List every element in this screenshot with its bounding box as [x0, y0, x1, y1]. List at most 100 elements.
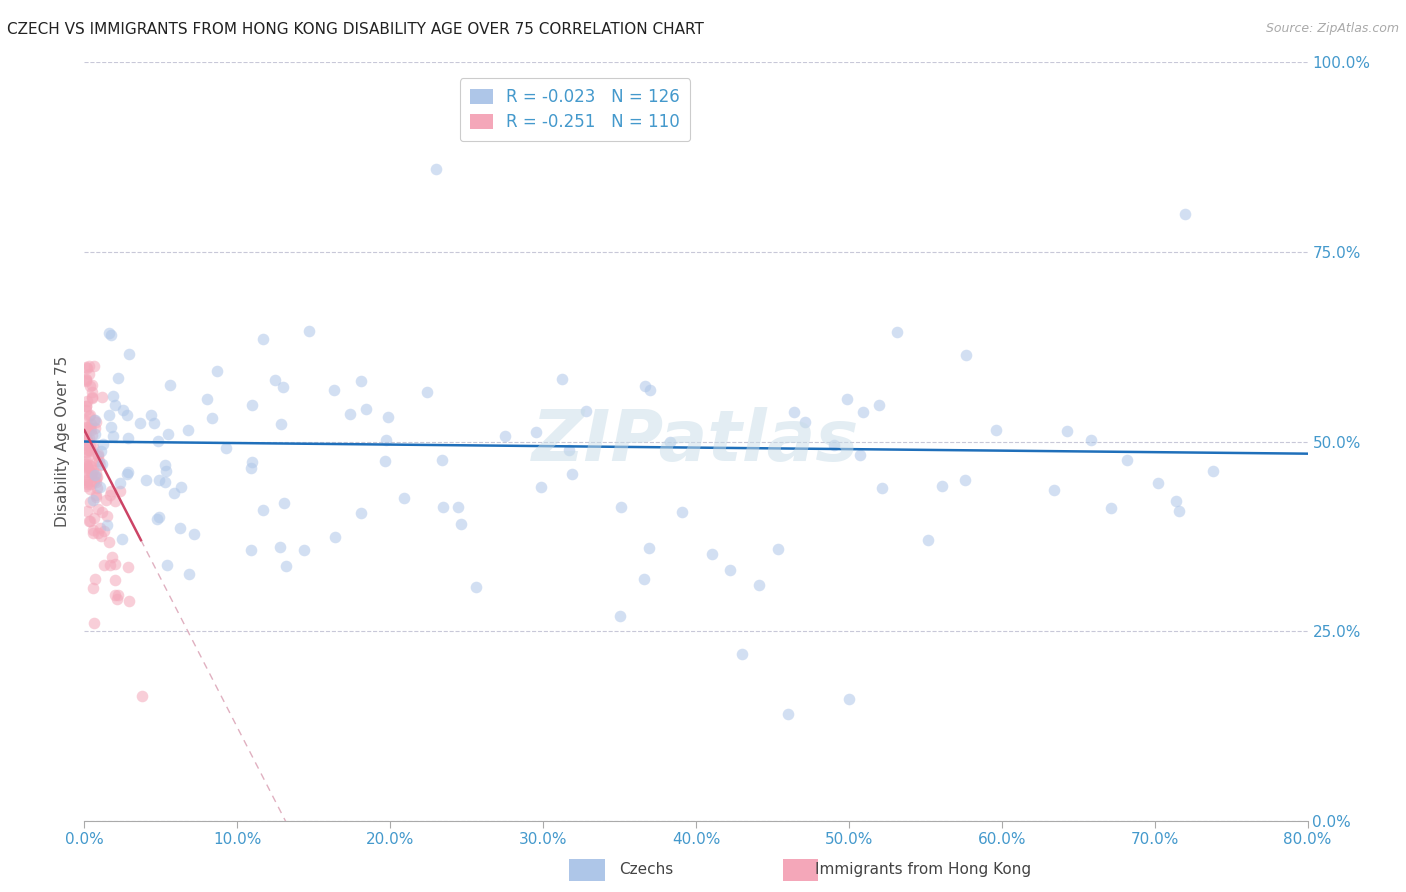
- Point: [80, 378, 103, 392]
- Point: [115, 467, 138, 481]
- Point: [633, 572, 655, 586]
- Point: [75, 475, 97, 489]
- Point: [1147, 476, 1170, 491]
- Point: [77, 449, 100, 463]
- Text: Source: ZipAtlas.com: Source: ZipAtlas.com: [1265, 22, 1399, 36]
- Point: [77, 420, 100, 434]
- Point: [77, 367, 100, 381]
- Point: [1115, 452, 1137, 467]
- Point: [1043, 483, 1066, 497]
- Point: [671, 505, 693, 519]
- Point: [84, 466, 107, 480]
- Point: [183, 527, 205, 541]
- Point: [339, 408, 361, 422]
- Point: [100, 419, 122, 434]
- Point: [373, 454, 395, 468]
- Point: [77, 458, 100, 472]
- Point: [104, 574, 127, 588]
- Point: [75, 399, 97, 413]
- Point: [83, 468, 105, 483]
- Point: [252, 502, 274, 516]
- Point: [75, 462, 97, 476]
- Point: [141, 408, 163, 422]
- Point: [80, 423, 103, 437]
- Point: [82, 392, 104, 406]
- Point: [700, 547, 723, 561]
- Point: [432, 453, 454, 467]
- Point: [80, 427, 103, 442]
- Point: [494, 429, 516, 443]
- Point: [104, 557, 127, 571]
- Point: [82, 493, 104, 508]
- Point: [163, 486, 186, 500]
- Point: [75, 430, 97, 444]
- Point: [75, 419, 97, 434]
- Point: [1080, 433, 1102, 447]
- Point: [1167, 503, 1189, 517]
- Point: [177, 566, 200, 581]
- Y-axis label: Disability Age Over 75: Disability Age Over 75: [55, 356, 70, 527]
- Text: Czechs: Czechs: [619, 863, 673, 877]
- Point: [75, 437, 97, 451]
- Point: [83, 426, 105, 441]
- Point: [79, 495, 101, 509]
- Point: [77, 460, 100, 475]
- Point: [148, 509, 170, 524]
- Point: [79, 439, 101, 453]
- Point: [659, 435, 682, 450]
- Point: [118, 347, 141, 361]
- Point: [79, 477, 101, 491]
- Point: [394, 491, 416, 505]
- Point: [91, 458, 114, 472]
- Point: [87, 453, 110, 467]
- Point: [849, 448, 872, 462]
- Point: [75, 479, 97, 493]
- Point: [155, 458, 177, 472]
- Point: [298, 324, 321, 338]
- Point: [75, 374, 97, 388]
- Point: [75, 399, 97, 413]
- Point: [274, 558, 297, 573]
- Point: [101, 429, 124, 443]
- Point: [96, 518, 118, 533]
- Point: [101, 549, 124, 564]
- Point: [465, 580, 488, 594]
- Point: [83, 615, 105, 630]
- Point: [450, 516, 472, 531]
- Point: [131, 690, 153, 704]
- Point: [953, 473, 976, 487]
- Point: [271, 380, 294, 394]
- Point: [558, 442, 581, 457]
- Point: [80, 390, 103, 404]
- Point: [77, 442, 100, 457]
- Point: [1174, 207, 1197, 221]
- Point: [79, 378, 101, 392]
- Point: [240, 455, 263, 469]
- Point: [425, 161, 447, 176]
- Point: [77, 442, 100, 457]
- Point: [79, 483, 101, 497]
- Point: [84, 490, 107, 504]
- Point: [872, 482, 894, 496]
- Point: [89, 481, 111, 495]
- Point: [76, 361, 98, 376]
- Point: [239, 460, 262, 475]
- Point: [1202, 464, 1225, 478]
- Point: [610, 500, 633, 514]
- Point: [201, 410, 224, 425]
- Point: [84, 416, 107, 430]
- Point: [117, 560, 139, 574]
- Point: [104, 588, 127, 602]
- Point: [97, 535, 120, 549]
- Point: [748, 578, 770, 592]
- Point: [783, 405, 806, 419]
- Point: [75, 372, 97, 386]
- Point: [354, 402, 377, 417]
- Point: [135, 474, 157, 488]
- Point: [77, 514, 100, 528]
- Point: [115, 408, 138, 422]
- Point: [143, 416, 166, 430]
- Point: [240, 542, 263, 557]
- Point: [79, 514, 101, 528]
- Point: [377, 409, 399, 424]
